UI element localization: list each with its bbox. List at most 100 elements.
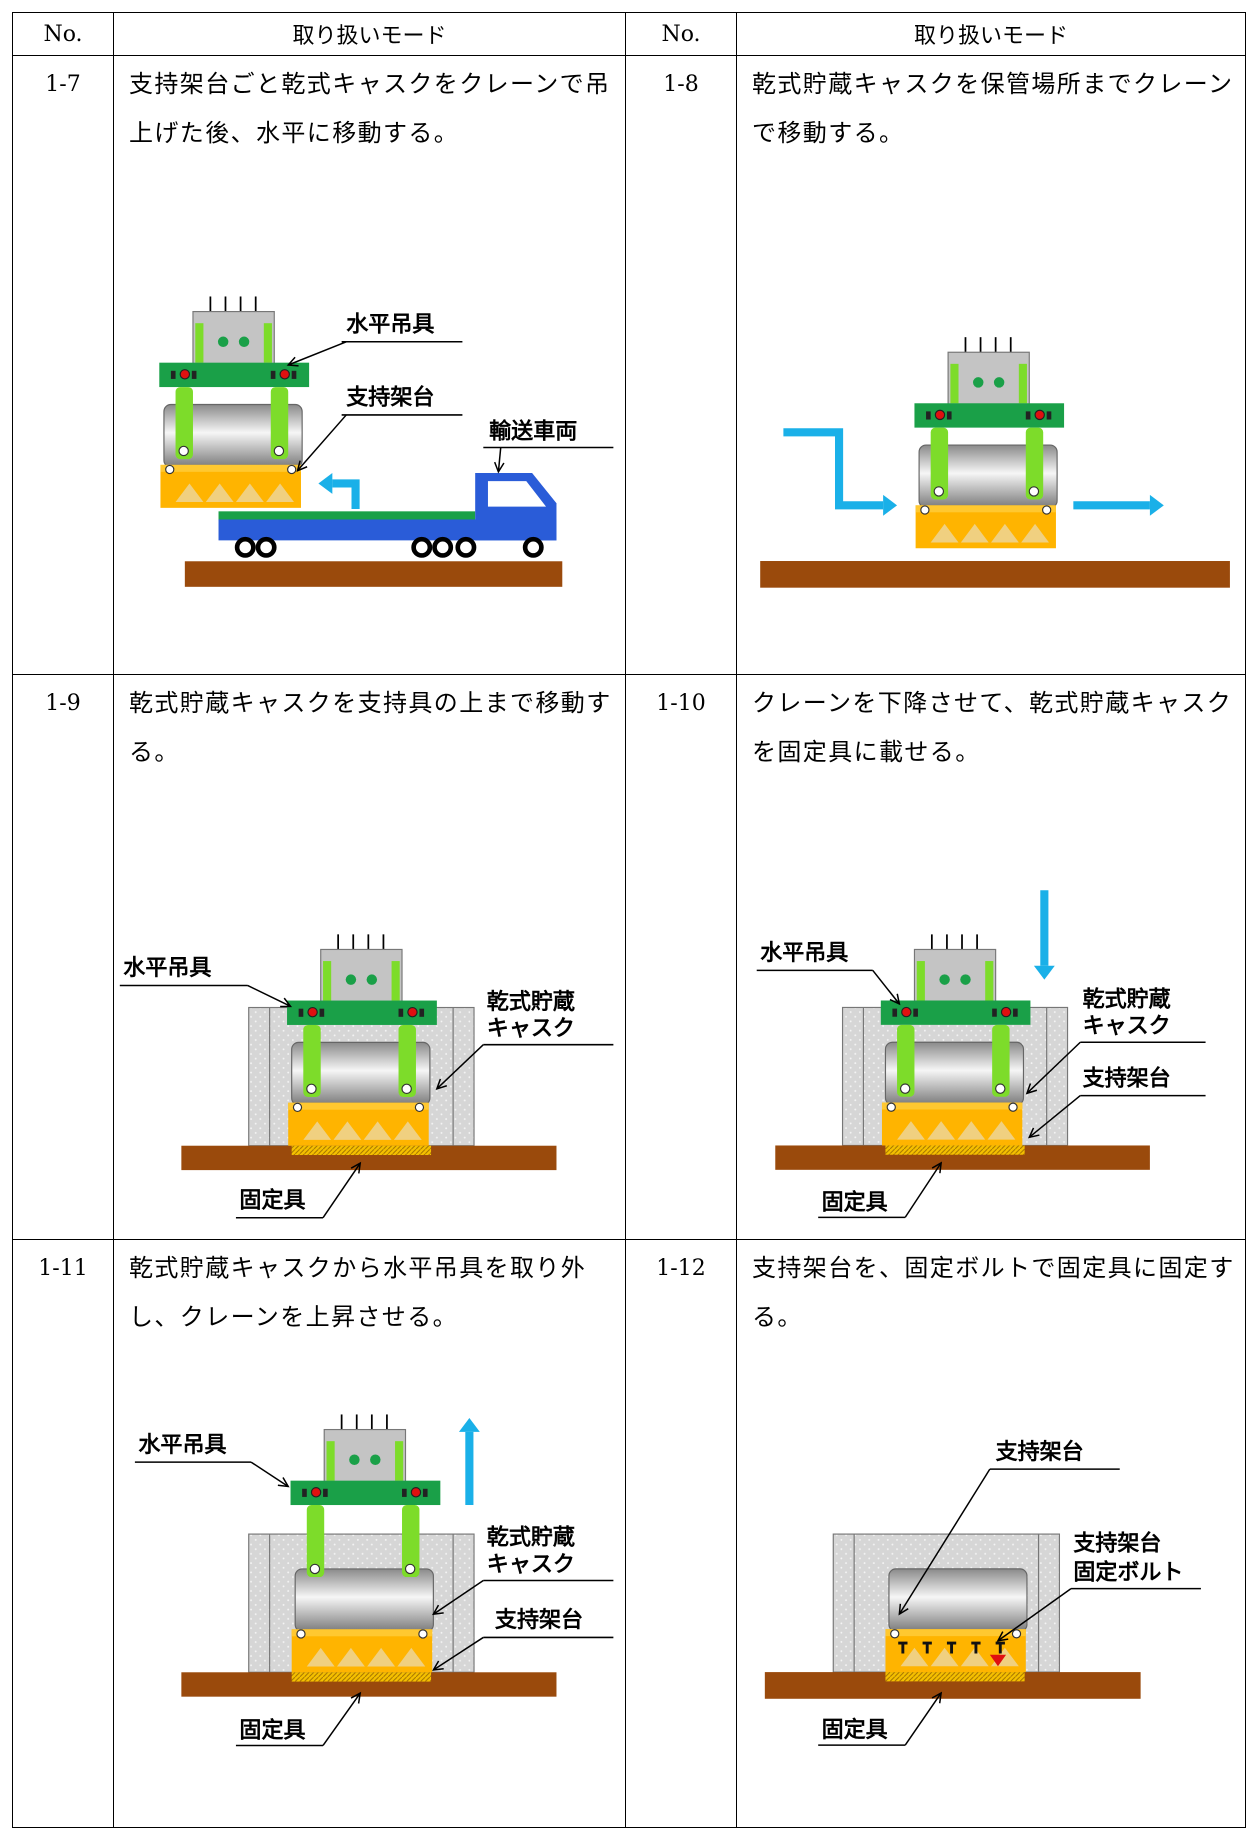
pin	[287, 464, 297, 475]
bolt	[898, 1641, 908, 1654]
step-no: 1-9	[12, 674, 114, 1240]
callout-label: 固定具	[239, 1187, 305, 1213]
leader	[898, 1468, 991, 1615]
mode-table: No. 取り扱いモード No. 取り扱いモード 1-7 支持架台ごと乾式キャスク…	[12, 12, 1246, 1828]
callout-label: 支持架台	[1073, 1531, 1161, 1557]
frame-brace	[393, 1121, 422, 1140]
pin	[414, 1102, 425, 1113]
lifter-arm	[306, 1505, 325, 1578]
ground	[760, 561, 1230, 588]
lifter-arm	[175, 387, 193, 460]
frame-brace	[363, 1121, 392, 1140]
lifter-arm	[270, 387, 289, 460]
arm-pin	[899, 1083, 911, 1094]
leader-head	[296, 460, 308, 472]
step-text: 支持架台を、固定ボルトで固定具に固定する。	[752, 1254, 1235, 1331]
leader-head	[996, 1631, 1009, 1642]
bolt	[922, 1641, 932, 1654]
step-cell: 支持架台を、固定ボルトで固定具に固定する。 支持架台 支持架台 固定ボルト 固定具	[736, 1239, 1246, 1828]
beam-mark	[170, 370, 176, 379]
frame-brace	[306, 1647, 335, 1667]
beam-mark	[913, 1008, 918, 1017]
beam-mark	[319, 1008, 325, 1017]
ground	[184, 561, 563, 587]
bolt	[946, 1641, 957, 1654]
beam-mark	[407, 1006, 418, 1018]
leader	[250, 1461, 289, 1488]
bolt	[971, 1641, 981, 1654]
leader	[1026, 1041, 1081, 1094]
arm-pin	[404, 1563, 416, 1575]
frame-brace	[205, 483, 234, 503]
hook-block	[192, 310, 275, 367]
lifter-arm	[992, 1024, 1010, 1097]
callout-label: 支持架台	[346, 385, 434, 411]
hook-dot	[993, 377, 1005, 388]
row: 1-7 支持架台ごと乾式キャスクをクレーンで吊上げた後、水平に移動する。 水平吊具…	[12, 55, 1246, 675]
frame-brace	[1021, 523, 1049, 543]
hook-dot	[349, 1454, 360, 1465]
hook	[985, 961, 994, 1001]
leader	[1028, 1095, 1081, 1138]
callout-label: キャスク	[487, 1017, 575, 1042]
lifter-arm	[897, 1024, 915, 1097]
leader-head	[280, 997, 293, 1008]
move-arrow	[783, 428, 884, 510]
beam-mark	[410, 1487, 422, 1498]
frame-brace	[397, 1647, 426, 1667]
callout-label: 水平吊具	[346, 313, 434, 338]
beam-mark	[270, 370, 276, 379]
step-no: 1-12	[625, 1239, 737, 1828]
lifter-arm	[930, 427, 949, 500]
step-cell: 支持架台ごと乾式キャスクをクレーンで吊上げた後、水平に移動する。 水平吊具 支持架台…	[113, 55, 626, 675]
beam-mark	[302, 1488, 307, 1497]
callout-label: 乾式貯蔵	[487, 1525, 575, 1551]
beam-mark	[279, 369, 290, 380]
frame-brace	[303, 1121, 332, 1140]
frame-top	[160, 464, 301, 472]
leader-head	[1027, 1127, 1040, 1139]
wheel	[432, 536, 454, 558]
step-no: 1-10	[625, 674, 737, 1240]
callout-label: キャスク	[487, 1552, 575, 1577]
pin	[418, 1629, 428, 1639]
leader	[432, 1579, 484, 1615]
leader	[322, 1162, 361, 1219]
hook-dot	[370, 1454, 381, 1465]
frame-brace	[991, 523, 1019, 543]
header-cell: 取り扱いモード	[113, 12, 626, 56]
frame-brace	[987, 1121, 1016, 1140]
step-cell: 乾式貯蔵キャスクを保管場所までクレーンで移動する。	[736, 55, 1246, 675]
beam-mark	[191, 370, 197, 379]
beam-mark	[422, 1488, 428, 1497]
leader	[436, 1044, 484, 1090]
callout-label: キャスク	[1083, 1014, 1171, 1039]
hook	[391, 961, 400, 1001]
frame-brace	[336, 1647, 365, 1667]
beam-mark	[1046, 411, 1052, 420]
callout-label: 固定ボルト	[1073, 1560, 1183, 1586]
leader	[904, 1162, 942, 1218]
pin	[296, 1629, 306, 1639]
hook-dot	[960, 974, 971, 985]
beam-mark	[1025, 411, 1031, 420]
callout-label: 乾式貯蔵	[1083, 986, 1171, 1012]
truck-window	[487, 481, 547, 507]
arm-pin	[273, 445, 285, 457]
hook-dot	[217, 336, 229, 347]
frame-brace	[897, 1121, 925, 1140]
lifter-arm	[303, 1024, 321, 1097]
leader	[997, 1587, 1072, 1642]
leader	[432, 1636, 484, 1671]
wheel	[255, 536, 277, 558]
step-no: 1-11	[12, 1239, 114, 1828]
callout-label: 固定具	[822, 1717, 888, 1743]
hook	[395, 1441, 404, 1481]
header-cell: No.	[625, 12, 737, 56]
pin	[890, 1629, 900, 1639]
beam-mark	[291, 370, 297, 379]
